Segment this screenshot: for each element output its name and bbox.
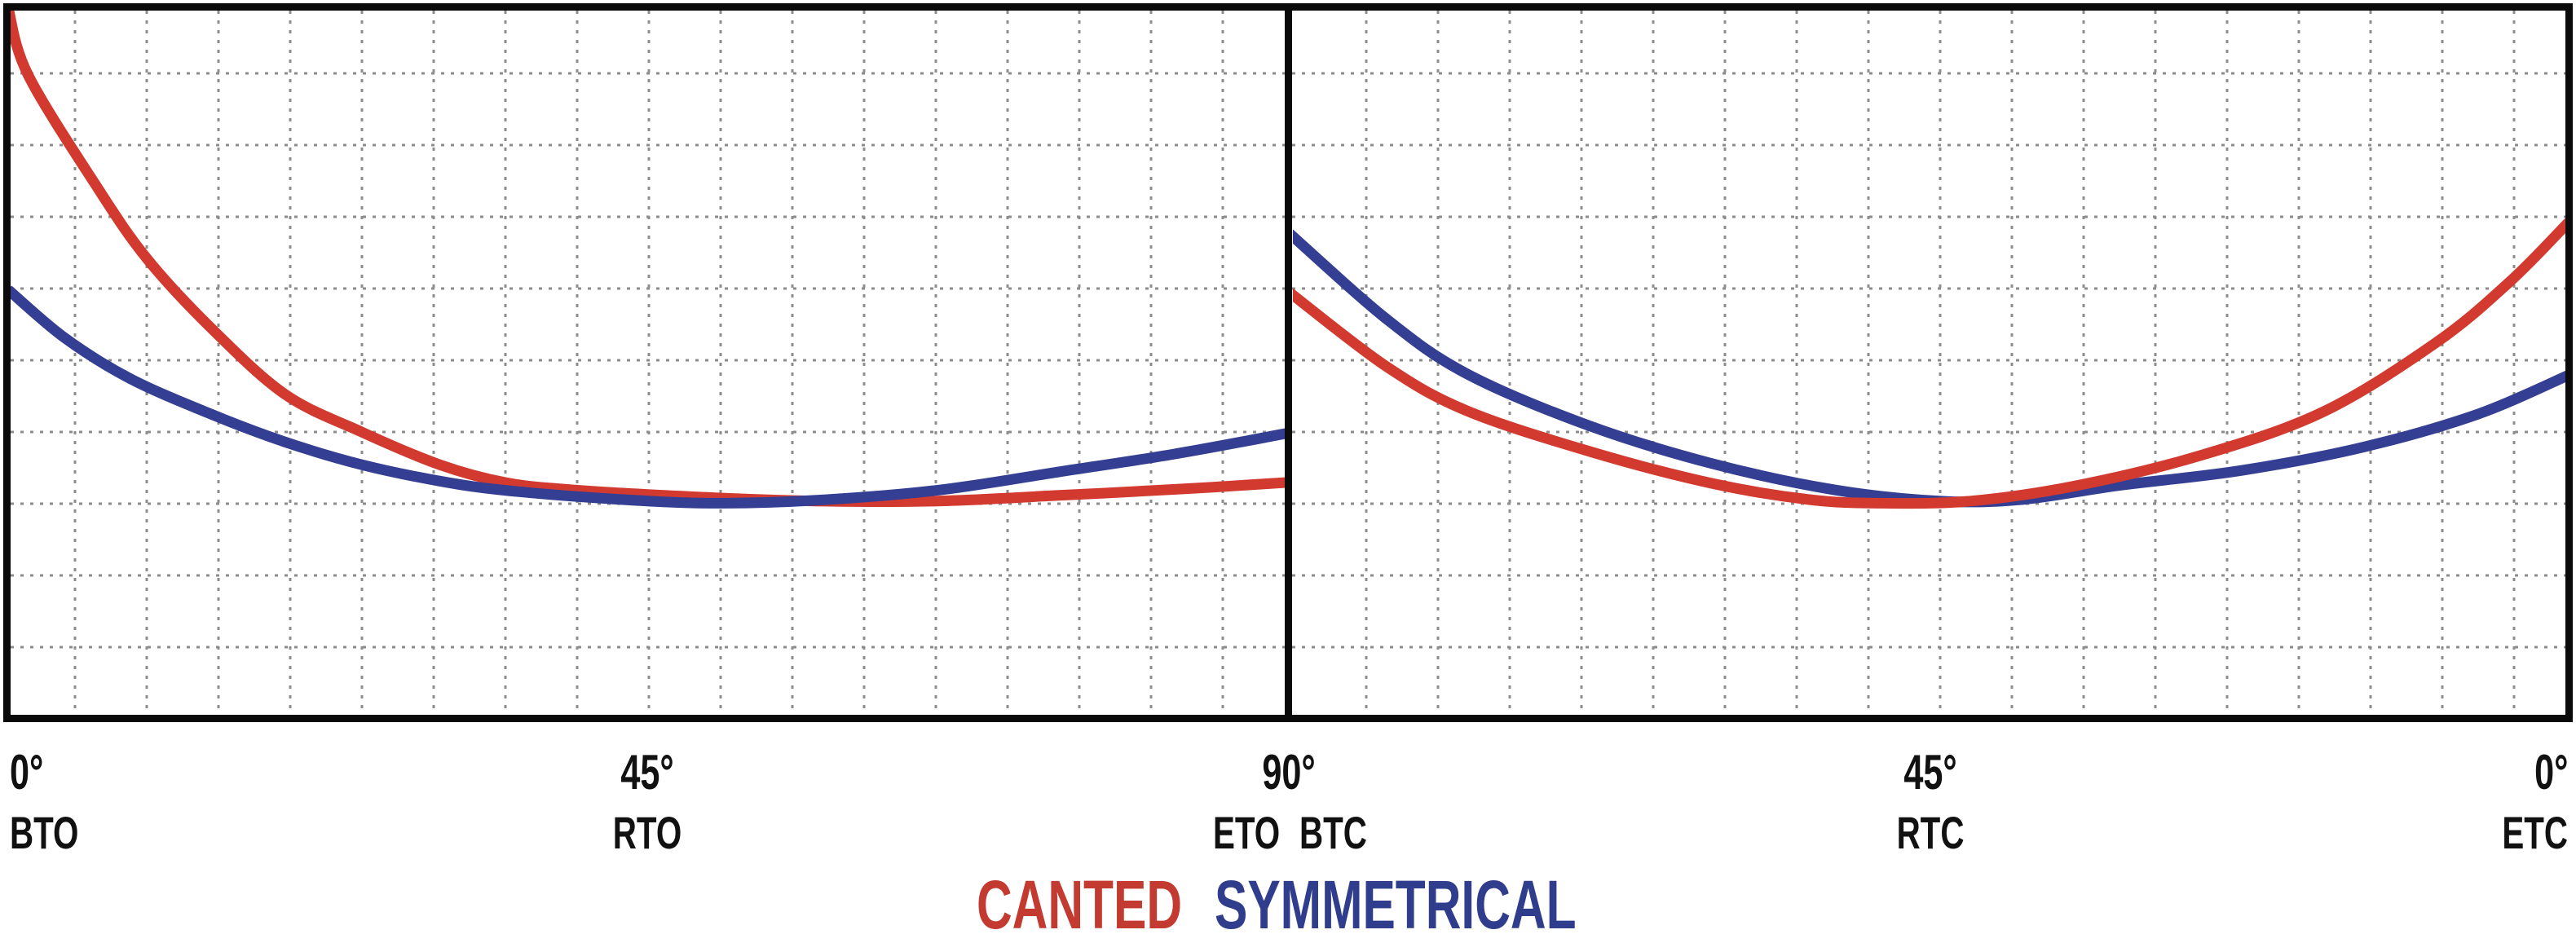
axis-tick-0deg-right: 0° <box>2534 745 2568 800</box>
canted-curve-right-panel <box>1293 218 2565 509</box>
axis-tick-90deg-middle: 90° <box>1262 745 1316 800</box>
axis-name-etc: ETC <box>2502 807 2568 858</box>
dotted-grid <box>11 11 2565 715</box>
axis-name-rtc: RTC <box>1896 807 1965 858</box>
axis-tick-45deg-right: 45° <box>1903 745 1957 800</box>
frame-right-border <box>2565 3 2573 722</box>
axis-tick-45deg-left: 45° <box>620 745 674 800</box>
curves <box>11 11 2565 509</box>
legend-symmetrical-label: SYMMETRICAL <box>1215 866 1577 943</box>
axis-name-rto: RTO <box>612 807 682 858</box>
axis-name-btc: BTC <box>1299 807 1367 858</box>
legend: CANTED SYMMETRICAL <box>897 870 1717 939</box>
axis-tick-0deg-left: 0° <box>10 745 44 800</box>
axis-name-eto: ETO <box>1212 807 1280 858</box>
chart-frame <box>3 3 2573 722</box>
frame-center-divider <box>1285 3 1292 722</box>
legend-canted-label: CANTED <box>977 866 1183 943</box>
canted-curve-left-panel <box>11 11 1285 507</box>
frame-left-border <box>3 3 11 722</box>
chart-plot-area <box>3 3 2573 722</box>
symmetrical-curve-right-panel <box>1293 229 2565 508</box>
axis-name-bto: BTO <box>10 807 79 858</box>
symmetrical-curve-left-panel <box>11 285 1285 509</box>
